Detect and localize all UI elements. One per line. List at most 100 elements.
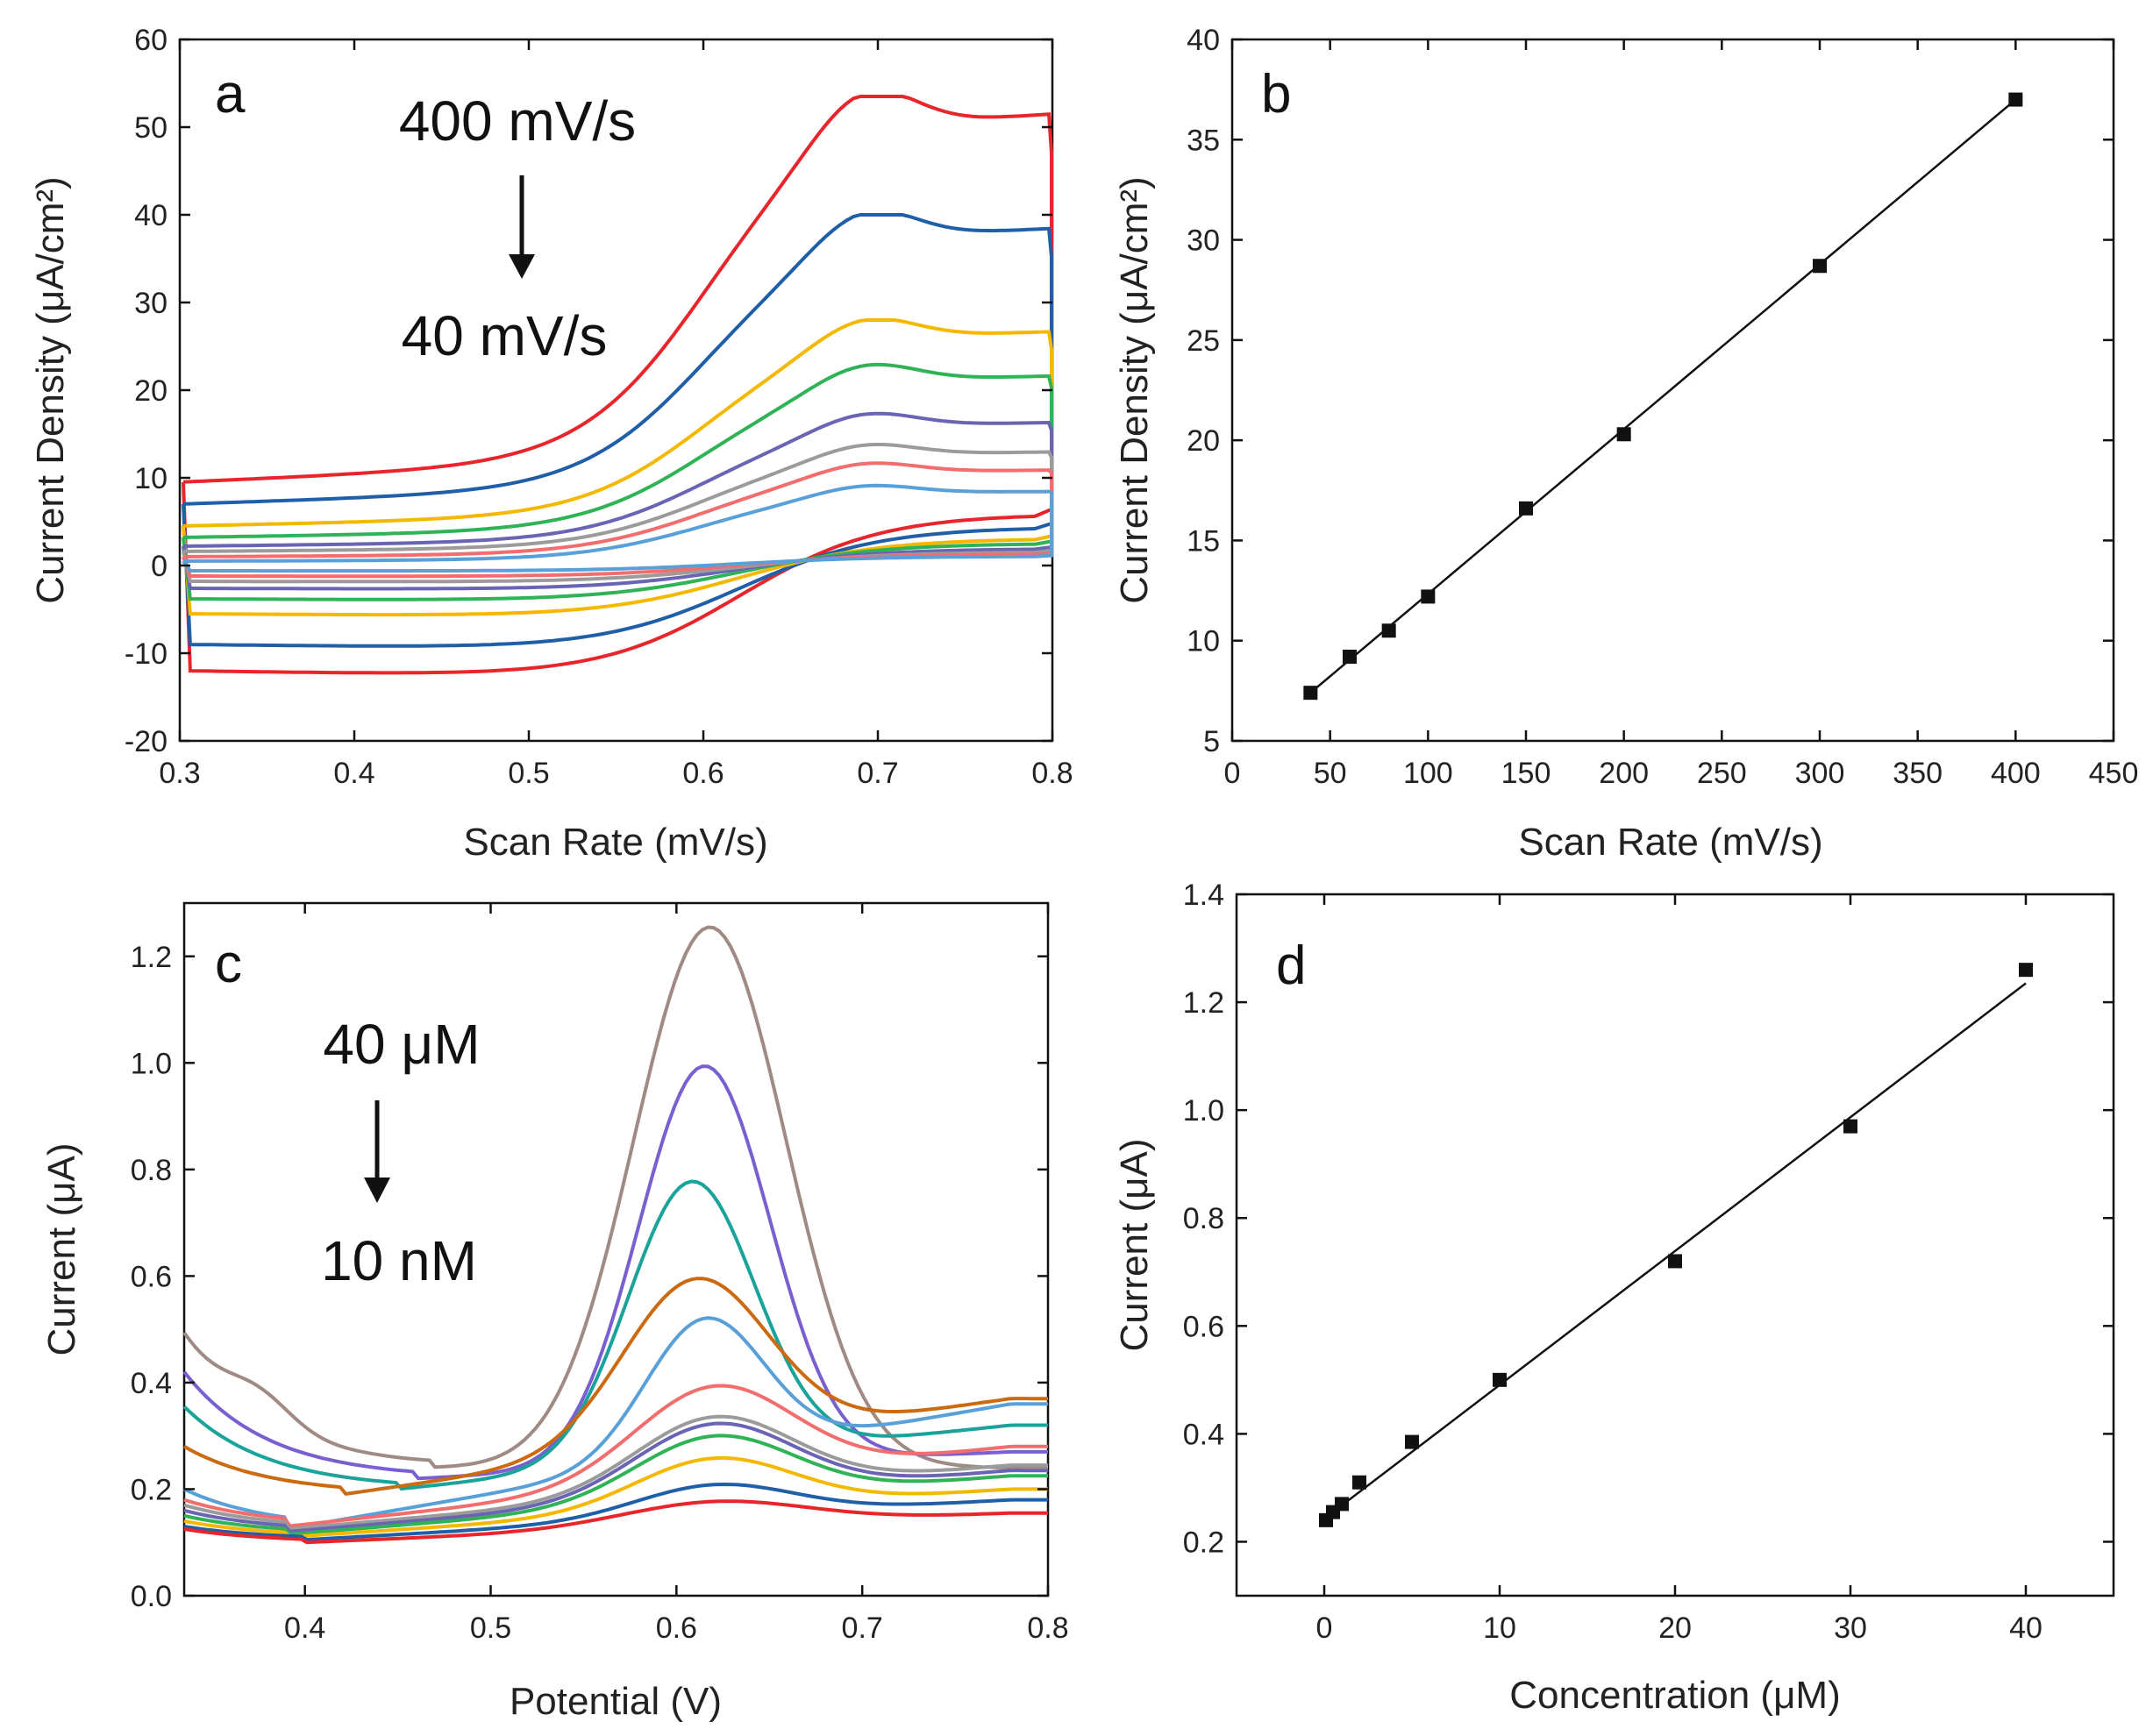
panel-b-points [1303, 92, 2023, 701]
y-tick-label: -10 [125, 637, 168, 671]
panel-c-x-ticks: 0.4 0.5 0.6 0.7 0.8 [284, 903, 1069, 1645]
x-tick-label: 250 [1697, 757, 1747, 790]
dpv-curve [183, 1421, 1048, 1533]
panel-b-letter: b [1261, 64, 1291, 125]
cv-curve [182, 213, 1053, 648]
panel-b-x-ticks: 0 50 100 150 200 250 300 350 400 450 [1224, 39, 2139, 790]
cv-curve [182, 443, 1053, 584]
panel-c-curves [182, 925, 1048, 1545]
dpv-curve [183, 1316, 1048, 1531]
panel-c: 0.4 0.5 0.6 0.7 0.8 0.00.20.40.60.81.01.2 c … [40, 901, 1069, 1723]
x-tick-label: 350 [1893, 757, 1943, 790]
cv-curve [182, 411, 1053, 591]
dpv-curve [182, 1179, 1048, 1491]
data-point [2019, 963, 2033, 978]
dpv-curve [183, 1434, 1048, 1536]
dpv-curve [182, 1064, 1048, 1481]
cv-curve [182, 318, 1053, 617]
data-point [1519, 501, 1533, 516]
panel-d-x-label: Concentration (μM) [1509, 1674, 1840, 1717]
x-tick-label: 0.7 [857, 757, 898, 790]
panel-c-annotation-top: 40 μM [323, 1013, 480, 1076]
panel-d-x-ticks: 0 10 20 30 40 [1316, 894, 2042, 1645]
panel-a-annotation-bottom: 40 mV/s [402, 304, 608, 367]
y-tick-label: 10 [1187, 625, 1220, 658]
dpv-curve [183, 1482, 1048, 1542]
y-tick-label: 0.4 [1183, 1418, 1224, 1451]
cv-curve [182, 95, 1053, 675]
y-tick-label: -20 [125, 725, 168, 758]
panel-d-frame [1235, 893, 2115, 1597]
data-point [1668, 1254, 1682, 1269]
data-point [1381, 623, 1396, 638]
data-point [1335, 1497, 1349, 1512]
panel-a-x-label: Scan Rate (mV/s) [463, 821, 767, 864]
dpv-curve [182, 925, 1048, 1470]
y-tick-label: 1.2 [1183, 986, 1224, 1020]
panel-d-fit-line [1325, 982, 2027, 1519]
x-tick-label: 0.3 [159, 757, 200, 790]
panel-a-y-ticks: -20 -10 0 10 20 30 40 50 60 [125, 24, 1052, 758]
y-tick-label: 25 [1187, 324, 1220, 358]
x-tick-label: 40 [2009, 1611, 2042, 1645]
panel-a: 0.3 0.4 0.5 0.6 0.7 0.8 -20 -10 0 10 20 30 40 50 60 a… [29, 24, 1073, 864]
y-tick-label: 50 [134, 111, 168, 145]
y-tick-label: 15 [1187, 524, 1220, 558]
panel-a-x-ticks: 0.3 0.4 0.5 0.6 0.7 0.8 [159, 39, 1073, 790]
y-tick-label: 1.0 [1183, 1094, 1224, 1128]
data-point [1405, 1434, 1419, 1449]
y-tick-label: 30 [1187, 224, 1220, 258]
x-tick-label: 0.4 [333, 757, 374, 790]
panel-a-y-label: Current Density (μA/cm²) [29, 176, 72, 603]
panel-c-annotation-bottom: 10 nM [321, 1229, 477, 1292]
y-tick-label: 0.8 [1183, 1202, 1224, 1235]
y-tick-label: 20 [1187, 424, 1220, 458]
panel-c-down-arrow [364, 1100, 390, 1203]
x-tick-label: 0.6 [656, 1611, 697, 1645]
x-tick-label: 0.8 [1031, 757, 1073, 790]
x-tick-label: 200 [1599, 757, 1649, 790]
panel-d-y-ticks: 0.2 0.4 0.6 0.8 1.0 1.2 1.4 [1183, 879, 2114, 1559]
y-tick-label: 20 [134, 374, 168, 408]
x-tick-label: 0.6 [682, 757, 724, 790]
panel-d-letter: d [1276, 936, 1306, 996]
dpv-curve [183, 1499, 1048, 1545]
data-point [1352, 1475, 1366, 1490]
x-tick-label: 450 [2089, 757, 2139, 790]
x-tick-label: 30 [1834, 1611, 1867, 1645]
fit-line [1309, 98, 2017, 694]
y-tick-label: 1.2 [131, 941, 172, 974]
data-point [1616, 427, 1631, 442]
y-tick-label: 0.2 [1183, 1526, 1224, 1559]
x-tick-label: 0 [1316, 1611, 1333, 1645]
panel-b-y-ticks: 5 10 15 20 25 30 35 40 [1187, 24, 2114, 758]
dpv-curve [183, 1277, 1048, 1497]
panel-d-points [1319, 963, 2033, 1527]
panel-b-fit-line [1309, 98, 2017, 694]
y-tick-label: 0.8 [131, 1154, 172, 1187]
x-tick-label: 0.4 [284, 1611, 325, 1645]
data-point [1303, 686, 1318, 701]
panel-b-x-label: Scan Rate (mV/s) [1518, 821, 1822, 864]
panel-b: 0 50 100 150 200 250 300 350 400 450 5 10 15 20 25 30 3… [1113, 24, 2138, 864]
data-point [1813, 259, 1827, 274]
panel-a-annotation-top: 400 mV/s [399, 89, 636, 153]
fit-line [1325, 982, 2027, 1519]
y-tick-label: 0.0 [131, 1580, 172, 1613]
x-tick-label: 100 [1403, 757, 1453, 790]
y-tick-label: 60 [134, 24, 168, 57]
panel-a-letter: a [215, 64, 246, 125]
y-tick-label: 40 [1187, 24, 1220, 57]
x-tick-label: 0.7 [842, 1611, 883, 1645]
x-tick-label: 10 [1483, 1611, 1516, 1645]
y-tick-label: 40 [134, 199, 168, 232]
x-tick-label: 0.8 [1027, 1611, 1068, 1645]
x-tick-label: 300 [1795, 757, 1845, 790]
y-tick-label: 1.0 [131, 1047, 172, 1080]
dpv-curve [183, 1384, 1048, 1528]
x-tick-label: 0.5 [508, 757, 549, 790]
y-tick-label: 0.6 [131, 1260, 172, 1293]
panel-b-y-label: Current Density (μA/cm²) [1113, 176, 1156, 603]
data-point [1493, 1372, 1507, 1387]
